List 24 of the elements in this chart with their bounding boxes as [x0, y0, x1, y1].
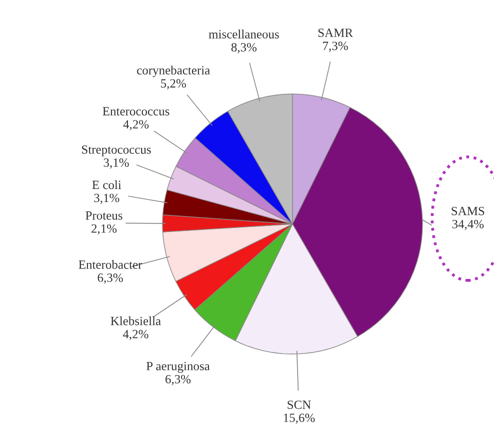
slice-label: E coli [92, 180, 122, 190]
slice-label: corynebacteria [137, 66, 210, 78]
slice-label: SCN [288, 400, 311, 409]
data-label: 34,4% [452, 220, 484, 230]
data-label: 2,1% [92, 224, 117, 235]
data-label: 15,6% [284, 414, 315, 424]
slice-label: P aeruginosa [146, 362, 210, 373]
data-label: 3,1% [104, 158, 129, 169]
data-label: 6,3% [166, 374, 191, 386]
slice-label: Enterobacter [78, 260, 142, 269]
slice-label: SAMS [452, 206, 484, 216]
slice-label: SAMR [318, 28, 354, 38]
data-label: 3,1% [94, 194, 120, 204]
data-label: 7,3% [323, 42, 348, 52]
slice-label: Streptococcus [82, 145, 151, 156]
data-label: 4,2% [122, 330, 148, 340]
data-label: 8,3% [231, 43, 257, 54]
data-label: 4,2% [123, 120, 149, 130]
data-label: 6,3% [98, 273, 123, 284]
slice-label: miscellaneous [208, 30, 279, 38]
slice-label: Proteus [86, 211, 122, 220]
slice-label: Klebsiella [110, 316, 161, 326]
slice-label: Enterococcus [102, 107, 170, 116]
data-label: 5,2% [161, 79, 186, 90]
